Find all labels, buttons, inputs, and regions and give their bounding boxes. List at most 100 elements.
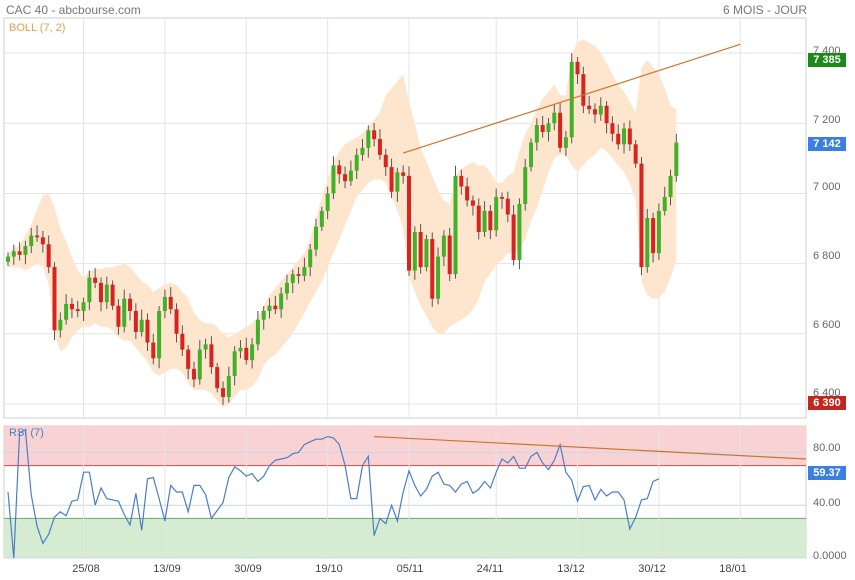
candle-body	[645, 218, 650, 268]
candle-body	[360, 147, 365, 155]
candle-body	[52, 267, 57, 331]
candle-body	[191, 368, 196, 380]
rsi-tick-label: 0.0000	[813, 550, 847, 562]
candle-body	[622, 128, 627, 145]
candle-body	[476, 205, 481, 233]
candle-body	[389, 167, 394, 192]
rsi-tick-label: 40.00	[813, 497, 841, 509]
candle-body	[302, 267, 307, 276]
candle-body	[35, 235, 40, 238]
candle-body	[383, 154, 388, 168]
candle-body	[296, 274, 301, 276]
candle-body	[470, 200, 475, 206]
x-tick-label: 13/12	[557, 563, 585, 575]
candle-body	[529, 142, 534, 168]
candle-body	[401, 172, 406, 176]
candle-body	[87, 277, 92, 303]
candle-body	[523, 167, 528, 204]
bollinger-label: BOLL (7, 2)	[9, 22, 66, 34]
price-tag-high: 7 385	[808, 53, 846, 67]
candle-body	[366, 130, 371, 148]
candle-body	[255, 319, 260, 345]
candle-body	[46, 244, 51, 268]
candle-body	[668, 175, 673, 197]
candle-body	[465, 186, 470, 201]
candle-body	[552, 112, 557, 124]
candle-body	[168, 296, 173, 310]
candle-body	[133, 310, 138, 333]
candle-body	[128, 298, 133, 311]
candle-body	[407, 175, 411, 271]
candle-body	[575, 61, 580, 75]
candle-body	[447, 235, 452, 275]
price-tick-label: 7 200	[813, 114, 841, 126]
candle-body	[232, 351, 237, 376]
candle-body	[639, 163, 644, 268]
candle-body	[145, 319, 150, 343]
candle-body	[534, 125, 539, 143]
candle-body	[110, 284, 115, 306]
candle-body	[40, 237, 45, 245]
candle-body	[308, 249, 313, 268]
price-tick-label: 7 000	[813, 181, 841, 193]
candle-body	[633, 144, 638, 164]
candle-body	[436, 256, 441, 299]
candle-body	[441, 235, 446, 257]
candle-body	[662, 196, 667, 211]
candle-body	[180, 333, 185, 350]
rsi-label: RSI (7)	[9, 427, 44, 439]
candle-body	[186, 349, 191, 369]
rsi-overbought-zone	[4, 426, 806, 466]
candle-body	[511, 214, 516, 261]
candle-body	[157, 310, 162, 359]
rsi-oversold-zone	[4, 518, 806, 558]
x-tick-label: 18/01	[719, 563, 747, 575]
x-tick-label: 24/11	[476, 563, 504, 575]
candle-body	[29, 235, 34, 247]
candle-body	[546, 123, 551, 133]
candle-body	[412, 232, 417, 271]
candle-body	[151, 342, 156, 359]
candle-body	[314, 226, 319, 250]
candle-body	[290, 274, 295, 283]
candle-body	[162, 296, 167, 311]
candle-body	[604, 105, 609, 124]
candle-body	[64, 303, 69, 320]
candle-body	[656, 210, 661, 254]
candle-body	[674, 142, 679, 176]
candle-body	[499, 196, 504, 199]
candle-body	[540, 125, 545, 133]
candle-body	[139, 319, 144, 333]
candle-body	[343, 174, 348, 182]
candle-body	[424, 239, 429, 268]
price-tag-last: 7 142	[808, 137, 846, 151]
candle-body	[581, 74, 586, 106]
candle-body	[116, 305, 121, 327]
rsi-trendline	[374, 435, 807, 460]
candle-body	[592, 109, 597, 115]
candle-body	[69, 303, 74, 310]
candle-body	[587, 105, 592, 110]
candle-body	[17, 251, 22, 255]
candle-body	[569, 61, 574, 138]
candle-body	[517, 203, 522, 261]
candle-body	[325, 193, 330, 211]
candle-body	[482, 210, 487, 233]
x-tick-label: 13/09	[153, 563, 181, 575]
candle-body	[11, 251, 16, 257]
candle-body	[319, 210, 324, 227]
candle-body	[75, 309, 80, 311]
candle-body	[238, 347, 243, 352]
candle-body	[337, 165, 342, 175]
chart-period: 6 MOIS - JOUR	[722, 3, 807, 17]
candle-body	[250, 344, 255, 361]
candle-body	[197, 349, 202, 380]
candle-body	[372, 130, 377, 140]
candle-body	[6, 256, 10, 262]
candle-body	[505, 198, 510, 215]
candle-body	[261, 310, 266, 320]
rsi-tick-label: 80.00	[813, 442, 841, 454]
candle-body	[221, 388, 226, 397]
x-tick-label: 30/12	[638, 563, 666, 575]
